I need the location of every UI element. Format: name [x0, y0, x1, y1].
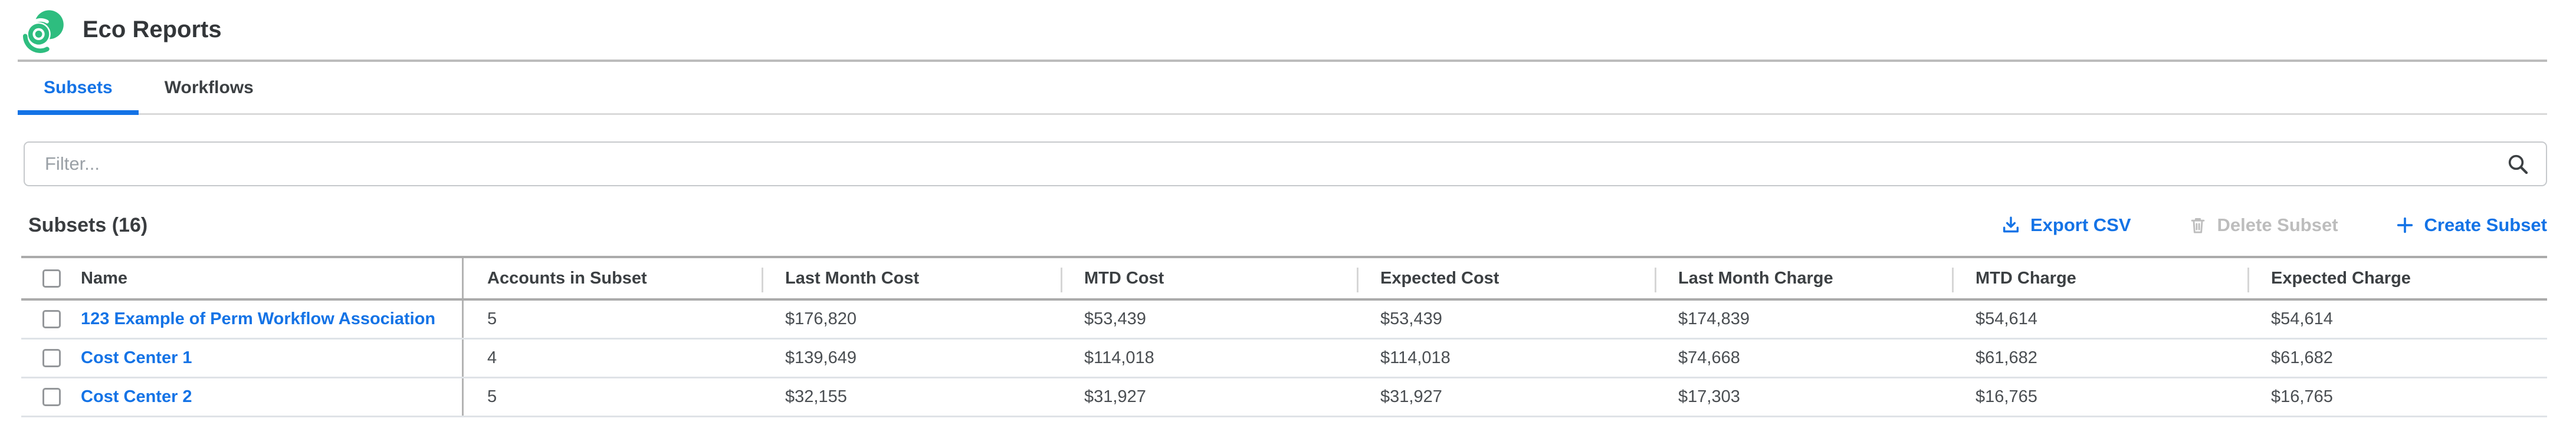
name-cell: Cost Center 1 — [21, 340, 464, 377]
expected-charge-cell: $61,682 — [2247, 340, 2547, 377]
last-month-cost-cell: $32,155 — [762, 378, 1061, 416]
export-csv-label: Export CSV — [2030, 215, 2131, 236]
tab-bar: Subsets Workflows — [18, 62, 2547, 115]
expected-cost-cell: $114,018 — [1357, 340, 1655, 377]
subset-name-link[interactable]: 123 Example of Perm Workflow Association — [81, 309, 435, 329]
mtd-charge-cell: $61,682 — [1952, 340, 2247, 377]
subsets-table: Name Accounts in Subset Last Month Cost … — [21, 256, 2547, 417]
last-month-charge-cell: $17,303 — [1655, 378, 1952, 416]
app-header: Eco Reports — [18, 0, 2547, 62]
accounts-cell: 5 — [464, 301, 762, 338]
table-row: Cost Center 1 4 $139,649 $114,018 $114,0… — [21, 340, 2547, 378]
name-cell: 123 Example of Perm Workflow Association — [21, 301, 464, 338]
column-header-mtd-charge: MTD Charge — [1952, 258, 2247, 298]
filter-bar — [24, 141, 2547, 186]
subset-name-link[interactable]: Cost Center 1 — [81, 348, 192, 368]
eco-reports-page: Eco Reports Subsets Workflows Subsets (1… — [0, 0, 2576, 425]
download-icon — [2001, 215, 2021, 235]
row-checkbox[interactable] — [42, 388, 61, 406]
last-month-cost-cell: $176,820 — [762, 301, 1061, 338]
expected-charge-cell: $54,614 — [2247, 301, 2547, 338]
accounts-cell: 4 — [464, 340, 762, 377]
expected-cost-cell: $53,439 — [1357, 301, 1655, 338]
list-toolbar: Subsets (16) Export CSV Delete Subset — [28, 211, 2547, 239]
table-row: 123 Example of Perm Workflow Association… — [21, 301, 2547, 340]
column-header-expected-charge: Expected Charge — [2247, 258, 2547, 298]
tab-subsets-label: Subsets — [44, 78, 113, 98]
last-month-charge-cell: $174,839 — [1655, 301, 1952, 338]
filter-input[interactable] — [24, 141, 2547, 186]
mtd-cost-cell: $114,018 — [1061, 340, 1357, 377]
plus-icon — [2395, 215, 2415, 235]
page-title: Eco Reports — [83, 17, 222, 43]
delete-subset-label: Delete Subset — [2217, 215, 2338, 236]
column-header-expected-cost: Expected Cost — [1357, 258, 1655, 298]
create-subset-label: Create Subset — [2424, 215, 2547, 236]
expected-charge-cell: $16,765 — [2247, 378, 2547, 416]
column-header-name: Name — [21, 258, 464, 298]
expected-cost-cell: $31,927 — [1357, 378, 1655, 416]
subset-name-link[interactable]: Cost Center 2 — [81, 387, 192, 407]
column-header-mtd-cost: MTD Cost — [1061, 258, 1357, 298]
delete-subset-button[interactable]: Delete Subset — [2188, 215, 2338, 236]
last-month-charge-cell: $74,668 — [1655, 340, 1952, 377]
select-all-checkbox[interactable] — [42, 269, 61, 288]
trash-icon — [2188, 215, 2208, 235]
list-title: Subsets (16) — [28, 214, 147, 237]
row-checkbox[interactable] — [42, 310, 61, 328]
tab-workflows[interactable]: Workflows — [139, 62, 280, 113]
row-checkbox[interactable] — [42, 349, 61, 367]
toolbar-actions: Export CSV Delete Subset Create Subset — [2001, 215, 2547, 236]
export-csv-button[interactable]: Export CSV — [2001, 215, 2131, 236]
mtd-cost-cell: $53,439 — [1061, 301, 1357, 338]
name-cell: Cost Center 2 — [21, 378, 464, 416]
column-header-last-month-charge: Last Month Charge — [1655, 258, 1952, 298]
mtd-charge-cell: $16,765 — [1952, 378, 2247, 416]
tab-workflows-label: Workflows — [165, 78, 254, 98]
column-header-name-label: Name — [81, 269, 127, 288]
create-subset-button[interactable]: Create Subset — [2395, 215, 2547, 236]
app-logo-icon — [18, 8, 70, 53]
accounts-cell: 5 — [464, 378, 762, 416]
last-month-cost-cell: $139,649 — [762, 340, 1061, 377]
mtd-cost-cell: $31,927 — [1061, 378, 1357, 416]
table-header-row: Name Accounts in Subset Last Month Cost … — [21, 256, 2547, 301]
column-header-last-month-cost: Last Month Cost — [762, 258, 1061, 298]
tab-subsets[interactable]: Subsets — [18, 62, 139, 113]
table-row: Cost Center 2 5 $32,155 $31,927 $31,927 … — [21, 378, 2547, 417]
column-header-accounts: Accounts in Subset — [464, 258, 762, 298]
mtd-charge-cell: $54,614 — [1952, 301, 2247, 338]
